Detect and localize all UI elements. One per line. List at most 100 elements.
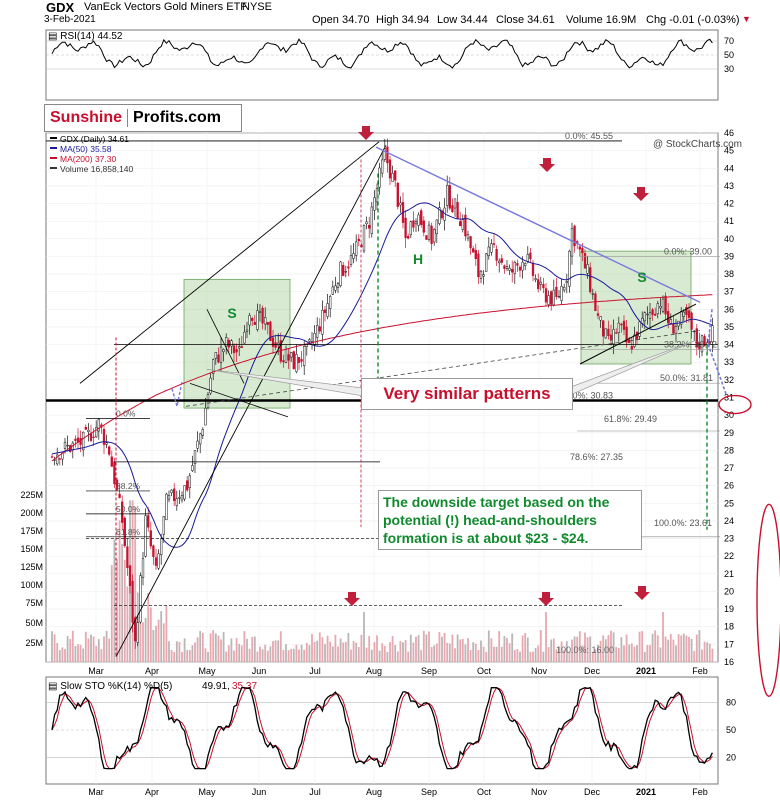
candle-body [344, 271, 347, 273]
volume-bar [121, 544, 124, 662]
candle-body [147, 515, 150, 528]
candle-body [459, 221, 462, 227]
price-tick-label: 31 [724, 393, 734, 403]
candle-body [430, 225, 433, 244]
volume-bar [506, 638, 508, 662]
candle-body [529, 252, 532, 260]
candle-body [251, 318, 254, 321]
volume-bar [396, 651, 399, 662]
volume-bar [339, 638, 342, 662]
volume-bar [415, 636, 417, 662]
volume-bar [217, 635, 220, 662]
volume-bar [526, 637, 529, 662]
candle-body [368, 224, 371, 229]
similar-patterns-callout: Very similar patterns [361, 378, 573, 410]
candle-body [355, 241, 358, 256]
volume-bar [407, 651, 410, 662]
volume-bar [568, 651, 571, 662]
candle-body [97, 419, 100, 432]
candle-body [578, 246, 581, 250]
candle-body [212, 359, 215, 374]
volume-bar [92, 636, 95, 662]
volume-bar [337, 646, 339, 662]
volume-tick-label: 175M [20, 526, 43, 536]
volume-bar [435, 643, 438, 662]
chart-date: 3-Feb-2021 [44, 14, 96, 25]
candle-body [531, 262, 535, 276]
volume-bar [142, 622, 144, 662]
volume-bar [409, 634, 412, 662]
stoch-x-tick-label: Jun [252, 787, 267, 797]
stoch-k-line [51, 686, 713, 770]
volume-bar [77, 644, 79, 662]
candle-body [225, 337, 228, 347]
candle-body [617, 322, 620, 333]
candle-body [703, 336, 706, 347]
high-value: High 34.94 [376, 14, 430, 26]
volume-bar [638, 631, 641, 662]
left-neckline [189, 383, 289, 418]
candle-body [95, 427, 98, 438]
candle-body [256, 310, 259, 330]
target-circle [718, 394, 752, 415]
volume-bar [235, 638, 238, 662]
candle-body [321, 309, 324, 335]
candle-body [316, 325, 319, 338]
volume-bar [246, 638, 248, 662]
candle-body [362, 225, 366, 252]
volume-bar [695, 634, 698, 662]
candle-body [615, 332, 618, 334]
candle-body [485, 253, 488, 272]
volume-bar [417, 635, 420, 662]
volume-bar [688, 636, 690, 662]
volume-bar [383, 645, 386, 662]
candle-body [394, 170, 397, 181]
downside-target-note: The downside target based on the potenti… [378, 490, 642, 550]
candle-body [303, 345, 306, 366]
volume-bar [669, 634, 672, 662]
left-pattern-line [206, 309, 245, 384]
change-value: Chg -0.01 (-0.03%) [646, 14, 740, 26]
stoch-level-label: 80 [726, 697, 736, 707]
volume-bar [604, 639, 607, 662]
volume-bar [238, 643, 241, 662]
volume-tick-label: 25M [25, 638, 43, 648]
volume-bar [261, 649, 264, 662]
volume-bar [110, 565, 113, 662]
stoch-x-tick-label: Sep [421, 787, 437, 797]
volume-bar [201, 632, 204, 662]
candle-body [102, 429, 106, 445]
candle-body [373, 197, 376, 211]
candle-body [695, 328, 698, 348]
volume-bar [649, 645, 651, 662]
head-label: H [413, 251, 423, 267]
volume-bar [277, 640, 280, 662]
volume-bar [64, 649, 66, 662]
volume-bar [532, 651, 534, 662]
candle-body [178, 497, 181, 499]
volume-bar [355, 642, 358, 662]
candle-body [503, 265, 506, 269]
volume-bar [428, 631, 430, 662]
candle-body [92, 436, 95, 438]
price-tick-label: 30 [724, 410, 734, 420]
candle-body [188, 475, 191, 488]
volume-bar [209, 633, 212, 662]
volume-bar [485, 651, 488, 662]
fib-label: 0.0% [116, 409, 136, 419]
price-tick-label: 41 [724, 216, 734, 226]
volume-bar [558, 646, 560, 662]
volume-bar [560, 641, 563, 662]
volume-bar [248, 648, 251, 662]
candle-body [638, 321, 641, 337]
candle-body [555, 286, 558, 297]
volume-bar [654, 630, 657, 662]
volume-bar [576, 636, 579, 662]
rsi-level-label: 70 [724, 36, 734, 46]
fib-label: 0.0%: 39.00 [664, 246, 712, 256]
etf-name: VanEck Vectors Gold Miners ETF [84, 1, 248, 13]
stoch-x-tick-label: Oct [477, 787, 492, 797]
x-tick-label: Feb [692, 666, 708, 676]
candle-body [139, 575, 142, 623]
candle-body [547, 295, 550, 305]
